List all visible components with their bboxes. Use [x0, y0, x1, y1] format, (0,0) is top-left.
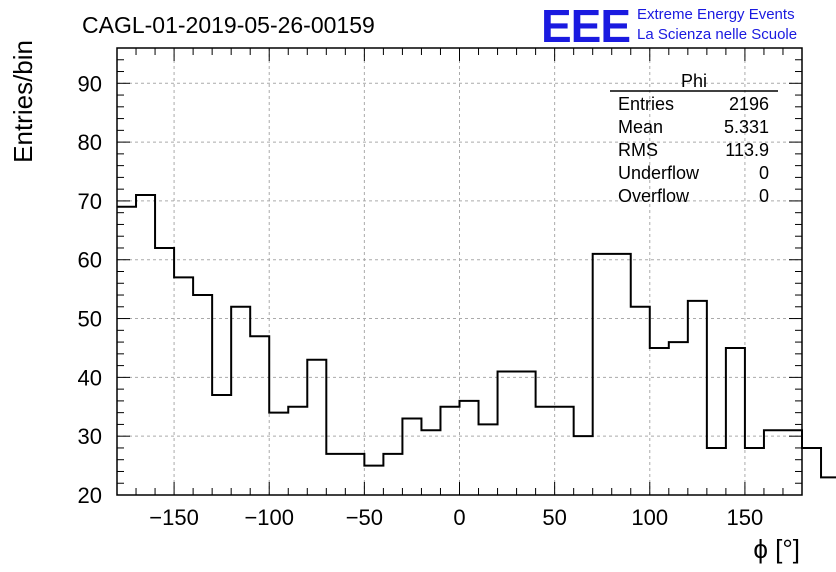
stats-title: Phi	[681, 71, 707, 91]
x-tick-labels: −150 −100 −50 0 50 100 150	[149, 505, 763, 530]
logo-line-2: La Scienza nelle Scuole	[637, 26, 797, 43]
histogram-line	[117, 194, 836, 479]
y-tick-label: 30	[78, 424, 102, 449]
stats-row-value: 113.9	[725, 140, 769, 160]
stats-row-value: 0	[759, 163, 769, 183]
y-tick-label: 20	[78, 483, 102, 508]
stats-row-label: Overflow	[618, 186, 690, 206]
x-tick-label: −100	[244, 505, 294, 530]
x-tick-label: 0	[453, 505, 465, 530]
y-tick-labels: 20 30 40 50 60 70 80 90	[78, 71, 102, 508]
stats-row-value: 0	[759, 186, 769, 206]
y-axis-title: Entries/bin	[8, 40, 38, 163]
x-tick-label: 150	[727, 505, 764, 530]
stats-row-value: 5.331	[724, 117, 769, 137]
stats-row-label: Underflow	[618, 163, 700, 183]
stats-row-label: Mean	[618, 117, 663, 137]
eee-logo: EEE Extreme Energy Events La Scienza nel…	[541, 0, 797, 52]
x-tick-label: −150	[149, 505, 199, 530]
x-tick-label: −50	[346, 505, 383, 530]
stats-row-label: RMS	[618, 140, 658, 160]
x-tick-label: 100	[631, 505, 668, 530]
y-tick-label: 70	[78, 189, 102, 214]
x-axis-title: ϕ [°]	[753, 534, 800, 564]
y-tick-label: 40	[78, 365, 102, 390]
y-tick-label: 60	[78, 248, 102, 273]
grid	[117, 48, 802, 496]
stats-box: Phi Entries 2196 Mean 5.331 RMS 113.9 Underflow…	[610, 71, 778, 206]
y-tick-label: 50	[78, 307, 102, 332]
x-tick-label: 50	[542, 505, 566, 530]
chart-title: CAGL-01-2019-05-26-00159	[82, 12, 375, 38]
logo-line-1: Extreme Energy Events	[637, 6, 795, 23]
logo-mark: EEE	[541, 0, 630, 52]
y-tick-label: 90	[78, 71, 102, 96]
axes	[116, 47, 803, 496]
stats-row-label: Entries	[618, 94, 674, 114]
y-tick-label: 80	[78, 130, 102, 155]
stats-row-value: 2196	[729, 94, 769, 114]
